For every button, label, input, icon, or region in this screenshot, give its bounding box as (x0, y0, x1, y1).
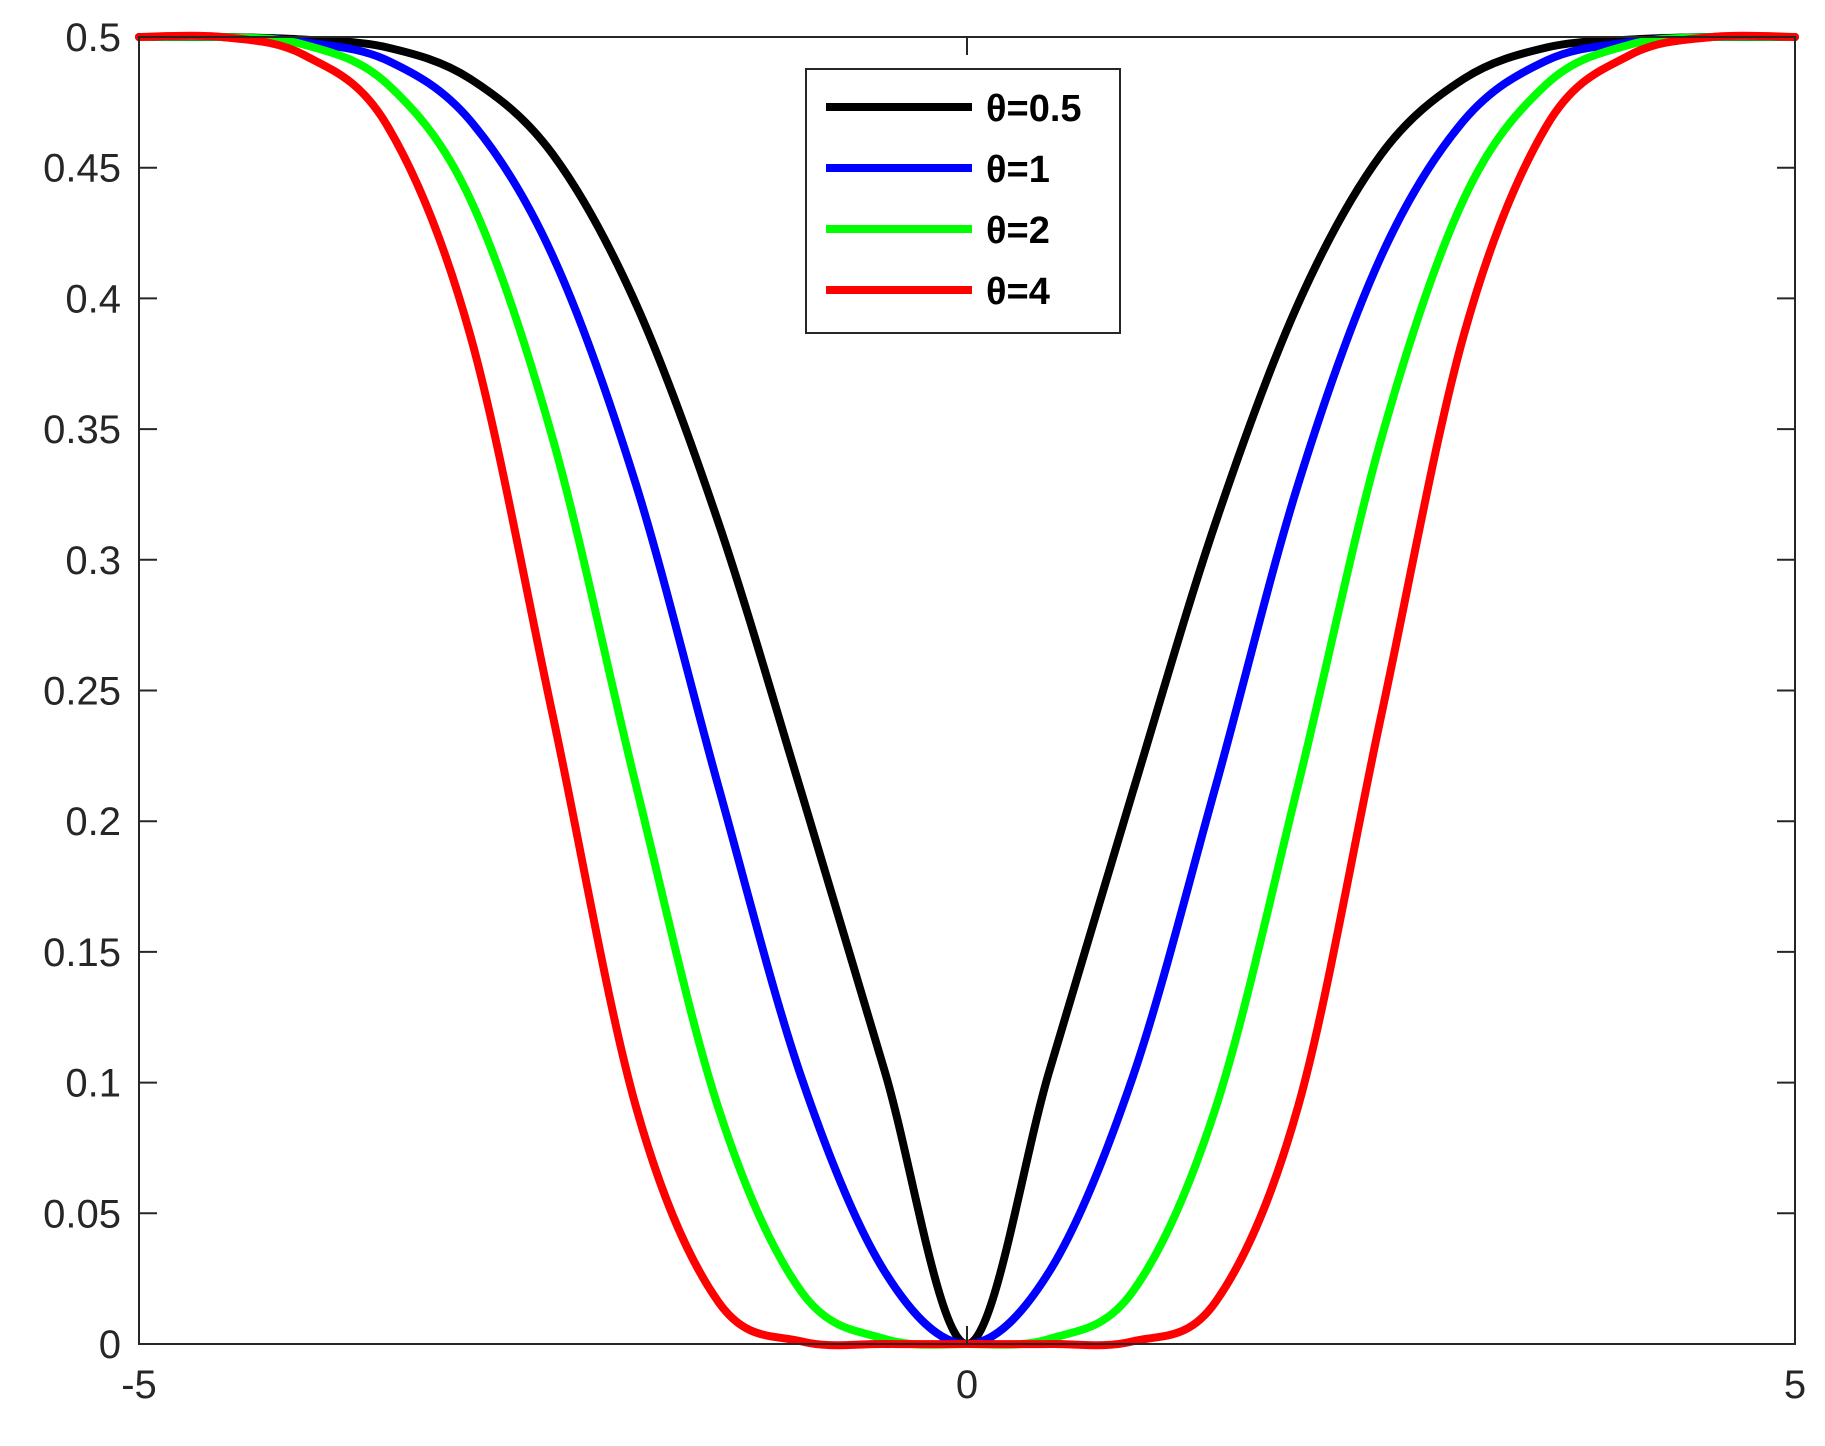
x-tick-label: 5 (1784, 1363, 1806, 1407)
y-tick-label: 0 (99, 1323, 121, 1367)
y-tick-label: 0.3 (65, 539, 121, 583)
y-tick-label: 0.1 (65, 1062, 121, 1106)
axes-layer: 00.050.10.150.20.250.30.350.40.450.5-5 0 5 (43, 16, 1806, 1407)
y-tick-label: 0.45 (43, 147, 121, 191)
y-tick-label: 0.35 (43, 408, 121, 452)
legend-label: θ=1 (986, 149, 1050, 191)
legend-label: θ=4 (986, 271, 1050, 313)
legend-label: θ=0.5 (986, 88, 1082, 130)
y-tick-label: 0.15 (43, 931, 121, 975)
x-tick-label: 0 (956, 1363, 978, 1407)
y-tick-label: 0.2 (65, 800, 121, 844)
legend-label: θ=2 (986, 210, 1050, 252)
legend: θ=0.5 θ=1 θ=2 θ=4 (805, 68, 1121, 334)
y-tick-label: 0.5 (65, 16, 121, 60)
y-tick-label: 0.4 (65, 277, 121, 321)
x-tick-label: -5 (121, 1363, 157, 1407)
y-tick-label: 0.05 (43, 1192, 121, 1236)
y-tick-label: 0.25 (43, 670, 121, 714)
